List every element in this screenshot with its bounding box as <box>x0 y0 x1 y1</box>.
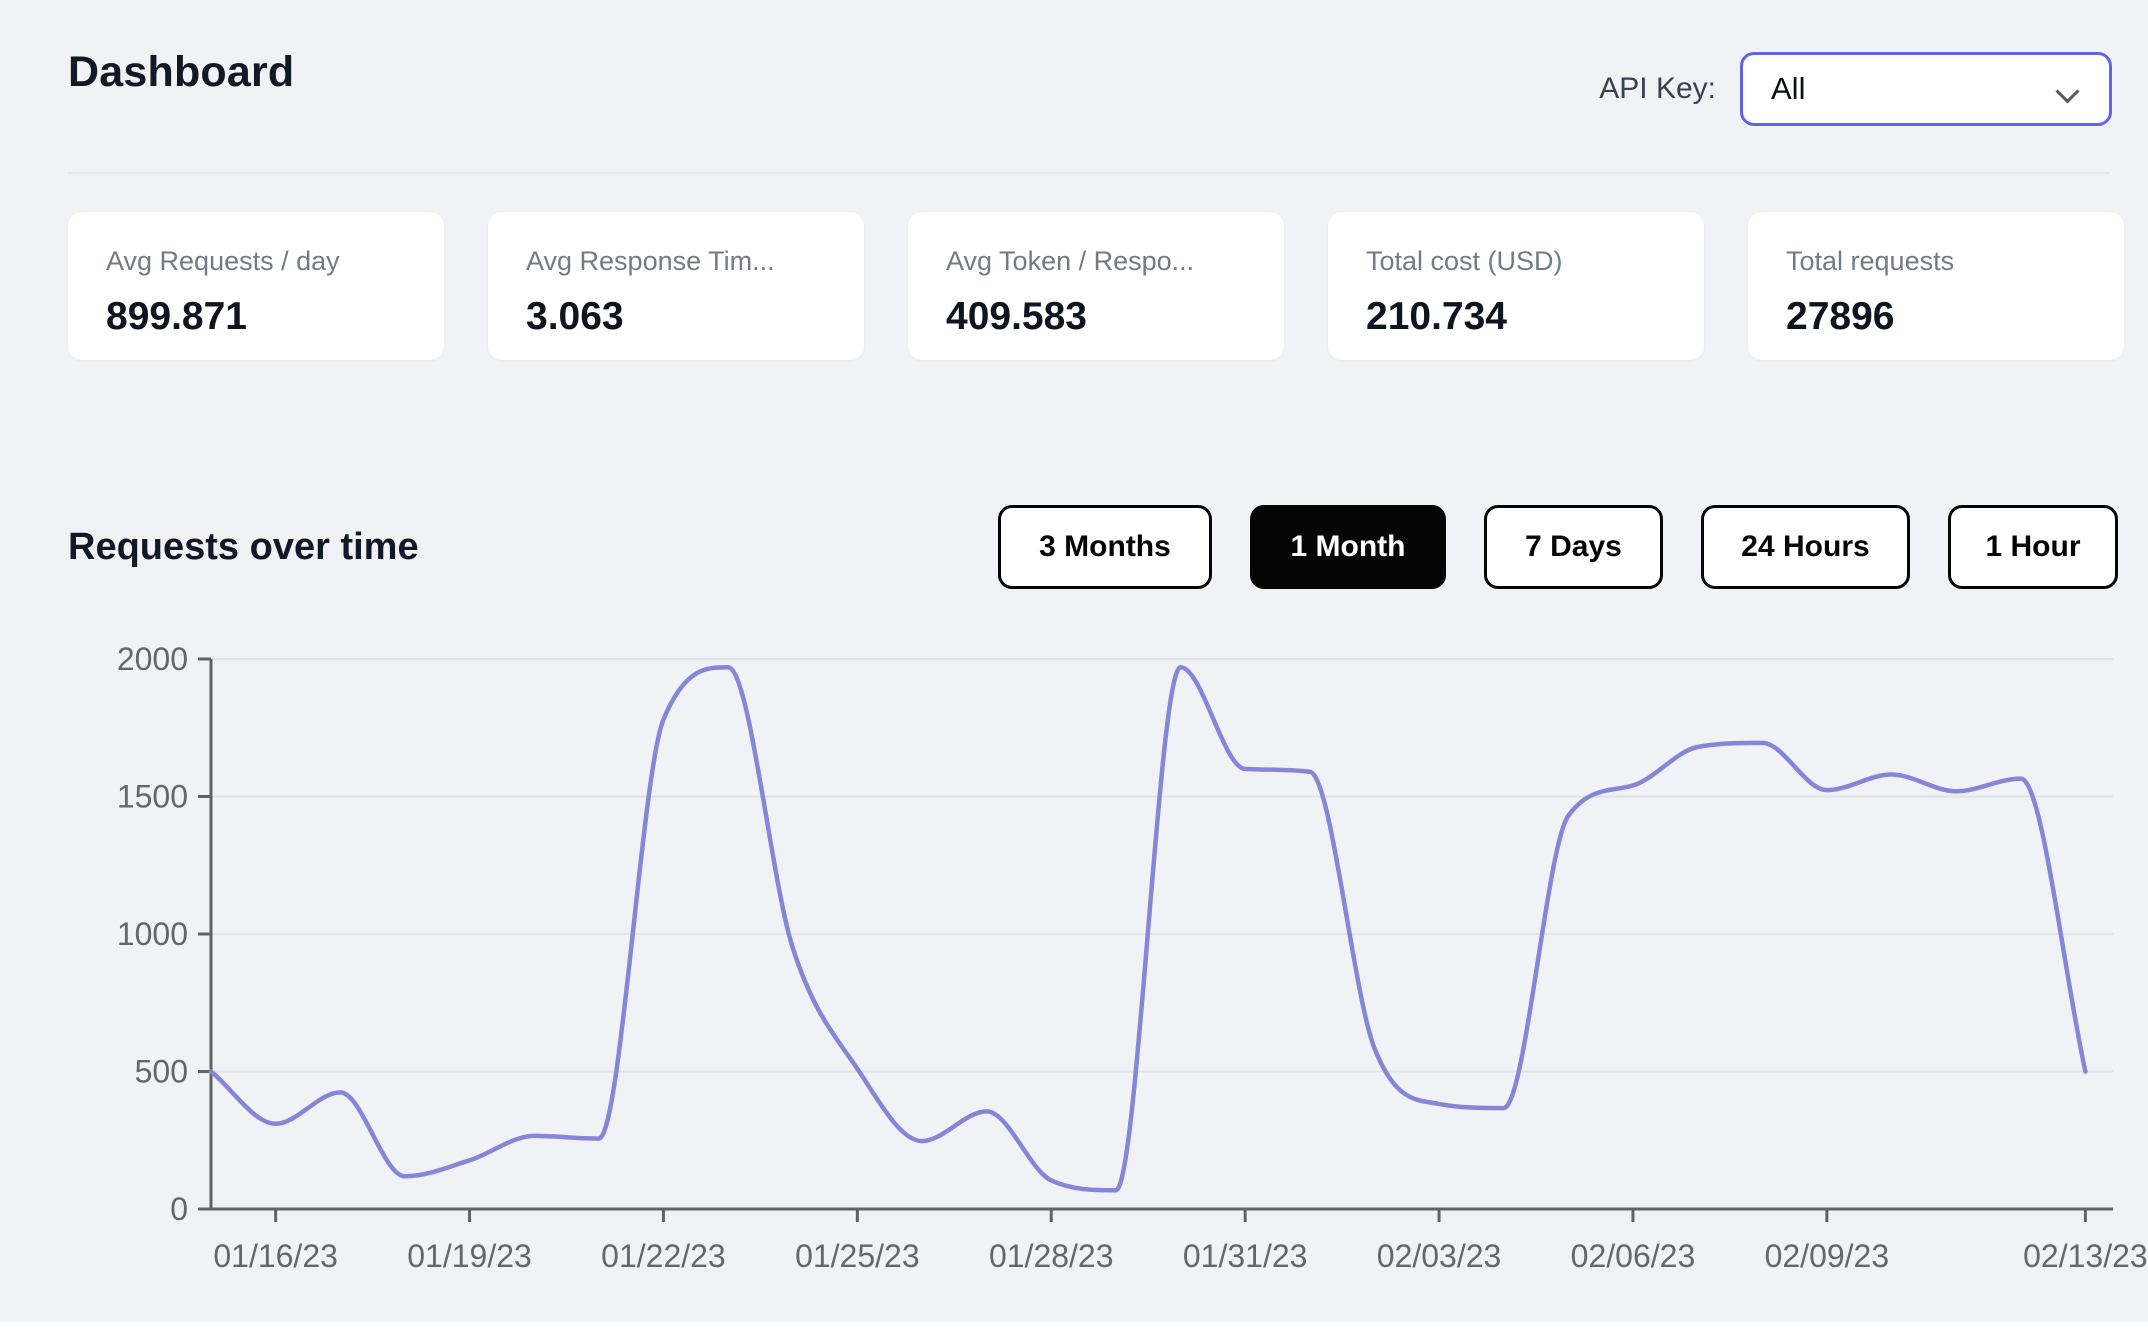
chevron-down-icon <box>2057 81 2079 103</box>
header-divider <box>68 172 2110 174</box>
stats-row: Avg Requests / day 899.871 Avg Response … <box>68 212 2124 360</box>
x-tick-label: 02/06/23 <box>1571 1238 1696 1274</box>
stat-value: 27896 <box>1786 295 1895 338</box>
stat-value: 409.583 <box>946 295 1087 338</box>
x-tick-label: 01/28/23 <box>989 1238 1114 1274</box>
api-key-selected-value: All <box>1771 71 1806 106</box>
range-button-1-month[interactable]: 1 Month <box>1250 505 1446 589</box>
range-button-7-days[interactable]: 7 Days <box>1484 505 1663 589</box>
stat-card-total-cost: Total cost (USD) 210.734 <box>1328 212 1704 360</box>
stat-value: 3.063 <box>526 295 624 338</box>
x-tick-label: 02/09/23 <box>1765 1238 1890 1274</box>
y-tick-label: 0 <box>170 1191 188 1227</box>
range-button-1-hour[interactable]: 1 Hour <box>1948 505 2118 589</box>
stat-card-avg-token: Avg Token / Respo... 409.583 <box>908 212 1284 360</box>
api-key-select[interactable]: All <box>1740 52 2112 126</box>
section-title-requests-over-time: Requests over time <box>68 526 419 568</box>
stat-label: Total requests <box>1786 246 1955 276</box>
range-button-24-hours[interactable]: 24 Hours <box>1701 505 1910 589</box>
stat-value: 899.871 <box>106 295 247 338</box>
stat-card-total-requests: Total requests 27896 <box>1748 212 2124 360</box>
stat-label: Avg Response Tim... <box>526 246 775 276</box>
time-range-button-group: 3 Months 1 Month 7 Days 24 Hours 1 Hour <box>998 505 2118 589</box>
y-tick-label: 2000 <box>117 641 188 677</box>
x-tick-label: 02/03/23 <box>1377 1238 1502 1274</box>
requests-series-line <box>208 665 2088 1193</box>
bottom-strip <box>0 1322 2148 1342</box>
range-button-3-months[interactable]: 3 Months <box>998 505 1212 589</box>
stat-label: Avg Requests / day <box>106 246 340 276</box>
x-tick-label: 01/31/23 <box>1183 1238 1308 1274</box>
x-tick-label: 01/22/23 <box>601 1238 726 1274</box>
x-tick-label: 01/19/23 <box>407 1238 532 1274</box>
x-tick-label: 01/16/23 <box>213 1238 338 1274</box>
stat-label: Avg Token / Respo... <box>946 246 1195 276</box>
y-tick-label: 1500 <box>117 779 188 815</box>
y-tick-label: 500 <box>135 1054 188 1090</box>
y-tick-label: 1000 <box>117 916 188 952</box>
stat-label: Total cost (USD) <box>1366 246 1563 276</box>
api-key-label: API Key: <box>1599 72 1716 105</box>
x-tick-label: 01/25/23 <box>795 1238 920 1274</box>
requests-line-chart: 0 500 1000 1500 2000 01/16/23 01/19/23 01/22/23… <box>0 620 2148 1322</box>
page-title: Dashboard <box>68 48 295 96</box>
x-tick-label: 02/13/23 <box>2023 1238 2148 1274</box>
line-chart-svg: 0 500 1000 1500 2000 01/16/23 01/19/23 01/22/23… <box>117 641 2148 1274</box>
api-key-control: API Key: All <box>1599 52 2112 126</box>
stat-card-avg-response-time: Avg Response Tim... 3.063 <box>488 212 864 360</box>
stat-value: 210.734 <box>1366 295 1507 338</box>
stat-card-avg-requests: Avg Requests / day 899.871 <box>68 212 444 360</box>
